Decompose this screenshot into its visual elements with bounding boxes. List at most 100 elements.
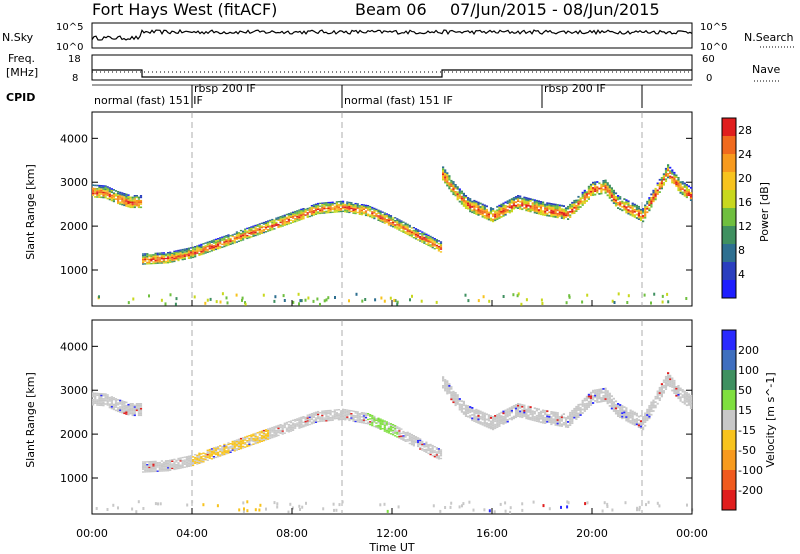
echo-cell bbox=[135, 407, 138, 410]
echo-cell bbox=[679, 183, 682, 185]
echo-cell bbox=[477, 411, 480, 414]
echo-cell bbox=[410, 435, 413, 437]
echo-cell bbox=[423, 444, 426, 447]
echo-cell bbox=[583, 397, 586, 400]
echo-cell bbox=[533, 419, 536, 422]
echo-cell bbox=[237, 448, 240, 450]
echo-cell bbox=[289, 216, 293, 218]
echo-cell bbox=[554, 415, 557, 417]
echo-cell bbox=[502, 412, 505, 415]
echo-cell bbox=[639, 212, 643, 215]
echo-cell bbox=[106, 187, 109, 190]
echo-cell bbox=[302, 218, 305, 220]
echo-cell bbox=[433, 450, 436, 452]
echo-cell bbox=[144, 464, 147, 466]
echo-cell bbox=[196, 459, 199, 461]
echo-cell bbox=[539, 208, 543, 210]
echo-cell bbox=[664, 180, 668, 182]
echo-cell bbox=[508, 412, 511, 415]
echo-cell bbox=[362, 413, 365, 416]
echo-cell bbox=[681, 390, 684, 393]
echo-cell bbox=[123, 202, 126, 205]
echo-cell bbox=[687, 189, 690, 191]
echo-cell bbox=[548, 202, 551, 205]
echo-cell bbox=[327, 418, 330, 420]
echo-cell bbox=[454, 395, 457, 398]
echo-cell bbox=[496, 413, 499, 416]
echo-cell bbox=[262, 437, 265, 439]
echo-cell bbox=[235, 231, 238, 233]
echo-cell bbox=[458, 399, 461, 402]
echo-cell bbox=[477, 210, 480, 213]
echo-cell bbox=[589, 398, 593, 401]
echo-cell bbox=[96, 188, 99, 190]
echo-cell bbox=[185, 464, 188, 466]
echo-cell bbox=[527, 418, 530, 420]
echo-cell bbox=[148, 263, 151, 265]
echo-cell bbox=[404, 222, 407, 224]
echo-cell bbox=[285, 427, 288, 429]
echo-cell bbox=[633, 203, 636, 206]
echo-cell bbox=[302, 424, 305, 426]
echo-cell bbox=[669, 381, 672, 384]
echo-cell bbox=[146, 253, 149, 255]
echo-cell bbox=[358, 212, 361, 214]
echo-cell bbox=[335, 209, 338, 212]
echo-cell bbox=[110, 188, 113, 190]
echo-cell bbox=[371, 416, 374, 418]
echo-cell bbox=[277, 218, 280, 220]
echo-cell bbox=[671, 181, 674, 184]
echo-cell bbox=[239, 237, 243, 239]
echo-cell bbox=[179, 465, 182, 468]
echo-cell bbox=[568, 295, 571, 299]
echo-cell bbox=[281, 219, 284, 221]
echo-cell bbox=[100, 397, 103, 400]
echo-cell bbox=[364, 206, 368, 208]
echo-cell bbox=[662, 379, 665, 382]
echo-cell bbox=[287, 429, 290, 432]
echo-cell bbox=[158, 464, 161, 467]
echo-cell bbox=[487, 216, 490, 219]
echo-cell bbox=[373, 418, 376, 420]
ytick-label: 1000 bbox=[60, 264, 88, 277]
echo-cell bbox=[327, 207, 330, 209]
echo-cell bbox=[654, 406, 657, 409]
echo-cell bbox=[685, 404, 688, 407]
echo-cell bbox=[548, 421, 551, 423]
echo-cell bbox=[169, 465, 172, 467]
echo-cell bbox=[587, 395, 590, 398]
echo-cell bbox=[344, 413, 347, 415]
echo-cell bbox=[431, 447, 434, 450]
echo-cell bbox=[316, 297, 319, 301]
echo-cell bbox=[157, 502, 159, 506]
echo-cell bbox=[242, 234, 245, 237]
echo-cell bbox=[108, 195, 111, 197]
echo-cell bbox=[394, 435, 397, 437]
colorbar-swatch bbox=[722, 330, 736, 350]
echo-cell bbox=[225, 240, 228, 243]
echo-cell bbox=[381, 422, 384, 424]
echo-cell bbox=[427, 239, 430, 241]
echo-cell bbox=[489, 422, 493, 424]
echo-cell bbox=[144, 469, 147, 472]
echo-cell bbox=[154, 261, 157, 263]
echo-cell bbox=[258, 432, 261, 435]
echo-cell bbox=[171, 252, 174, 254]
echo-cell bbox=[235, 447, 238, 450]
echo-cell bbox=[98, 396, 101, 398]
echo-cell bbox=[294, 220, 297, 223]
echo-cell bbox=[517, 411, 520, 414]
echo-cell bbox=[446, 382, 449, 384]
echo-cell bbox=[344, 417, 347, 419]
echo-cell bbox=[396, 225, 399, 227]
echo-cell bbox=[581, 412, 584, 414]
echo-cell bbox=[258, 508, 261, 512]
echo-cell bbox=[629, 416, 632, 419]
echo-cell bbox=[131, 407, 134, 410]
echo-cell bbox=[102, 196, 105, 199]
echo-cell bbox=[517, 404, 520, 407]
echo-cell bbox=[492, 220, 495, 223]
echo-cell bbox=[510, 207, 513, 209]
xtick-label: 12:00 bbox=[376, 527, 408, 540]
echo-cell bbox=[167, 467, 170, 469]
